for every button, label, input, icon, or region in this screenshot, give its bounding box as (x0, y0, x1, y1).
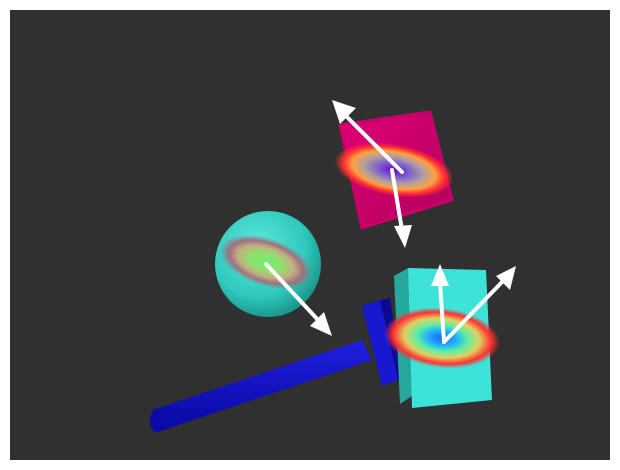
render-viewport (10, 10, 610, 460)
scene-canvas (10, 10, 610, 460)
